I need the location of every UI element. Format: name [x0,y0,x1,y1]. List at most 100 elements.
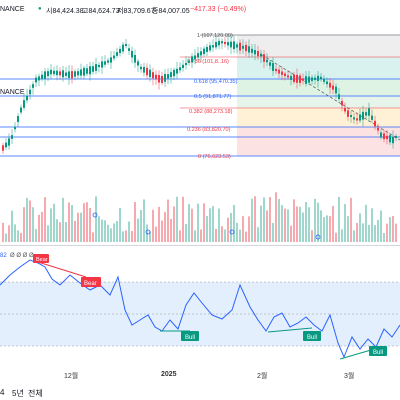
rsi-value: 82 [0,253,7,259]
candle-body [287,75,289,78]
fib-zone-5 [237,108,400,127]
candle-body [389,135,391,143]
candle-body [44,71,46,79]
candle-body [278,69,280,74]
volume-bar [368,224,370,242]
candle-body [131,50,133,58]
change-value: −417.33 (−0.49%) [190,6,247,13]
volume-bar [17,230,19,242]
volume-bar [26,197,28,242]
candle-body [359,114,361,121]
volume-bar [188,204,190,242]
fib-label-05: 0.5 (91,871.77) [194,94,231,100]
candle-body [68,71,70,78]
candle-body [182,64,184,69]
candle-body [74,71,76,77]
candle-body [152,72,154,79]
volume-bar [101,219,103,242]
candle-body [101,61,103,68]
volume-bar [386,223,388,242]
candle-body [242,45,244,49]
volume-bar [119,207,121,242]
volume-bar [20,232,22,242]
volume-bar [359,213,361,242]
volume-bar [242,216,244,242]
volume-bar [284,208,286,242]
candle-body [185,62,187,66]
volume-bar [2,222,4,242]
candle-body [224,41,226,45]
volume-bar [164,212,166,242]
volume-bar [35,229,37,242]
candle-body [47,71,49,77]
candle-body [236,44,238,48]
range-button-all[interactable]: 전체 [28,389,43,398]
candle-body [170,72,172,78]
candle-body [143,66,145,73]
volume-bar [23,207,25,242]
candle-body [113,55,115,59]
candle-body [335,86,337,94]
candle-body [77,71,79,76]
candle-body [341,100,343,106]
volume-bar [14,224,16,242]
candle-body [173,69,175,77]
volume-marker-2 [145,229,151,235]
volume-bar [170,218,172,242]
candle-body [209,45,211,51]
volume-bar [50,208,52,242]
fib-zone-2 [237,57,400,79]
candle-body [221,41,223,44]
candle-body [395,135,397,139]
candle-body [26,95,28,101]
volume-bar [86,202,88,242]
volume-bar [11,210,13,242]
volume-bar [152,209,154,242]
volume-bar [191,208,193,242]
candle-body [38,76,40,81]
volume-bar [317,202,319,242]
volume-marker-1 [92,212,98,218]
volume-bar [137,218,139,242]
volume-bar [98,216,100,242]
bear-label-box [33,254,49,263]
time-axis[interactable]: 12월 2025 2월 3월 [0,368,400,382]
fib-label-0236: 0.236 (83,820.70) [187,127,231,133]
rsi-chart[interactable]: 82 Ø Ø Ø Ø Bear Bear Bull Bull Bull [0,245,400,367]
candle-body [104,61,106,65]
range-button-partial[interactable]: 4 [0,388,5,397]
candle-body [233,41,235,50]
range-button-5y[interactable]: 5년 [12,389,24,398]
candle-body [302,78,304,81]
volume-bar [395,223,397,242]
candle-body [35,77,37,83]
volume-bar [266,210,268,242]
candle-body [254,50,256,55]
volume-bar [110,228,112,242]
candle-body [269,62,271,66]
price-chart[interactable]: 1 (107,120.00) 0.786 (101,8..16) 0.618 (… [0,0,400,170]
volume-bar [302,212,304,242]
volume-bar [59,222,61,242]
candle-body [161,75,163,83]
volume-bar [143,199,145,242]
symbol-name[interactable]: NANCE [0,6,25,13]
bull-label-3: Bull [373,350,383,356]
candle-body [350,114,352,118]
volume-bar [296,206,298,242]
candle-body [92,66,94,72]
open-value: 시84,424.38 [46,8,84,15]
trend-line[interactable] [261,54,400,141]
volume-bar [248,216,250,242]
candle-body [194,55,196,60]
volume-bar [263,197,265,242]
volume-bar [362,223,364,242]
volume-bar [233,204,235,242]
volume-bar [329,216,331,242]
fib-zone-4 [237,96,400,108]
volume-chart[interactable] [0,180,400,244]
symbol-label: NANCE [0,89,25,96]
candle-body [317,75,319,81]
candle-body [266,59,268,63]
rsi-settings[interactable]: Ø Ø Ø Ø [10,253,34,259]
